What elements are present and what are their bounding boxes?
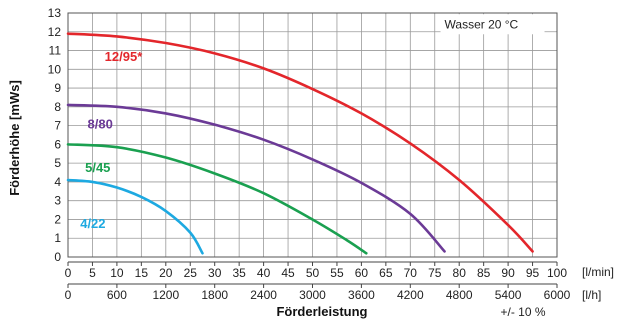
x-tick-label: 95 [526, 266, 540, 280]
y-axis-title: Förderhöhe [mWs] [7, 80, 22, 196]
x-tick-label: 25 [184, 266, 198, 280]
series-label-4-22: 4/22 [80, 216, 105, 231]
plot-frame [67, 12, 558, 258]
x2-tick-label: 1200 [152, 288, 179, 302]
tolerance-note: +/- 10 % [500, 305, 545, 319]
series-line-12-95 [66, 32, 534, 253]
y-tick-label: 6 [54, 137, 61, 151]
y-tick-label: 13 [48, 6, 62, 20]
x2-tick-label: 6000 [544, 288, 571, 302]
x-tick-label: 85 [477, 266, 491, 280]
y-tick-label: 4 [54, 175, 61, 189]
x-tick-label: 90 [501, 266, 515, 280]
x-tick-label: 80 [453, 266, 467, 280]
x2-axis-unit-lh: [l/h] [582, 288, 601, 302]
curves [66, 32, 534, 255]
annotation-text: Wasser 20 °C [445, 17, 519, 31]
x-axis-title: Förderleistung [276, 304, 367, 319]
x-tick-label: 30 [208, 266, 222, 280]
x-tick-label: 100 [547, 266, 567, 280]
y-tick-label: 0 [54, 250, 61, 264]
y-tick-label: 1 [54, 231, 61, 245]
y-tick-label: 10 [48, 62, 62, 76]
y-tick-label: 2 [54, 212, 61, 226]
x2-tick-label: 3000 [299, 288, 326, 302]
annotation-bg [440, 14, 545, 35]
x-tick-label: 60 [355, 266, 369, 280]
x2-tick-label: 4800 [446, 288, 473, 302]
x-tick-label: 50 [306, 266, 320, 280]
y-tick-label: 5 [54, 156, 61, 170]
y-tick-label: 3 [54, 194, 61, 208]
x2-tick-label: 3600 [348, 288, 375, 302]
x2-tick-label: 2400 [250, 288, 277, 302]
x-tick-label: 10 [110, 266, 124, 280]
x2-tick-label: 1800 [201, 288, 228, 302]
series-label-8-80: 8/80 [88, 117, 113, 132]
x-tick-label: 70 [404, 266, 418, 280]
series-label-5-45: 5/45 [85, 160, 110, 175]
x-tick-label: 0 [65, 266, 72, 280]
series-line-5-45 [66, 143, 368, 255]
series-label-12-95: 12/95* [105, 49, 144, 64]
series-line-8-80 [66, 103, 446, 253]
y-tick-label: 12 [48, 25, 62, 39]
x2-tick-label: 600 [107, 288, 127, 302]
x-tick-label: 75 [428, 266, 442, 280]
y-tick-label: 9 [54, 81, 61, 95]
x-tick-label: 45 [281, 266, 295, 280]
x2-tick-label: 0 [65, 288, 72, 302]
y-tick-label: 7 [54, 119, 61, 133]
y-tick-label: 11 [49, 44, 62, 58]
x-tick-label: 5 [89, 266, 96, 280]
x-tick-label: 20 [159, 266, 173, 280]
x-axis-unit-lmin: [l/min] [582, 265, 614, 279]
series-line-4-22 [66, 178, 204, 255]
x-tick-label: 15 [135, 266, 149, 280]
x-tick-label: 35 [232, 266, 246, 280]
x2-tick-label: 4200 [397, 288, 424, 302]
y-tick-label: 8 [54, 100, 61, 114]
x-tick-label: 65 [379, 266, 393, 280]
x-tick-label: 55 [330, 266, 344, 280]
x-tick-label: 40 [257, 266, 271, 280]
x2-tick-label: 5400 [495, 288, 522, 302]
